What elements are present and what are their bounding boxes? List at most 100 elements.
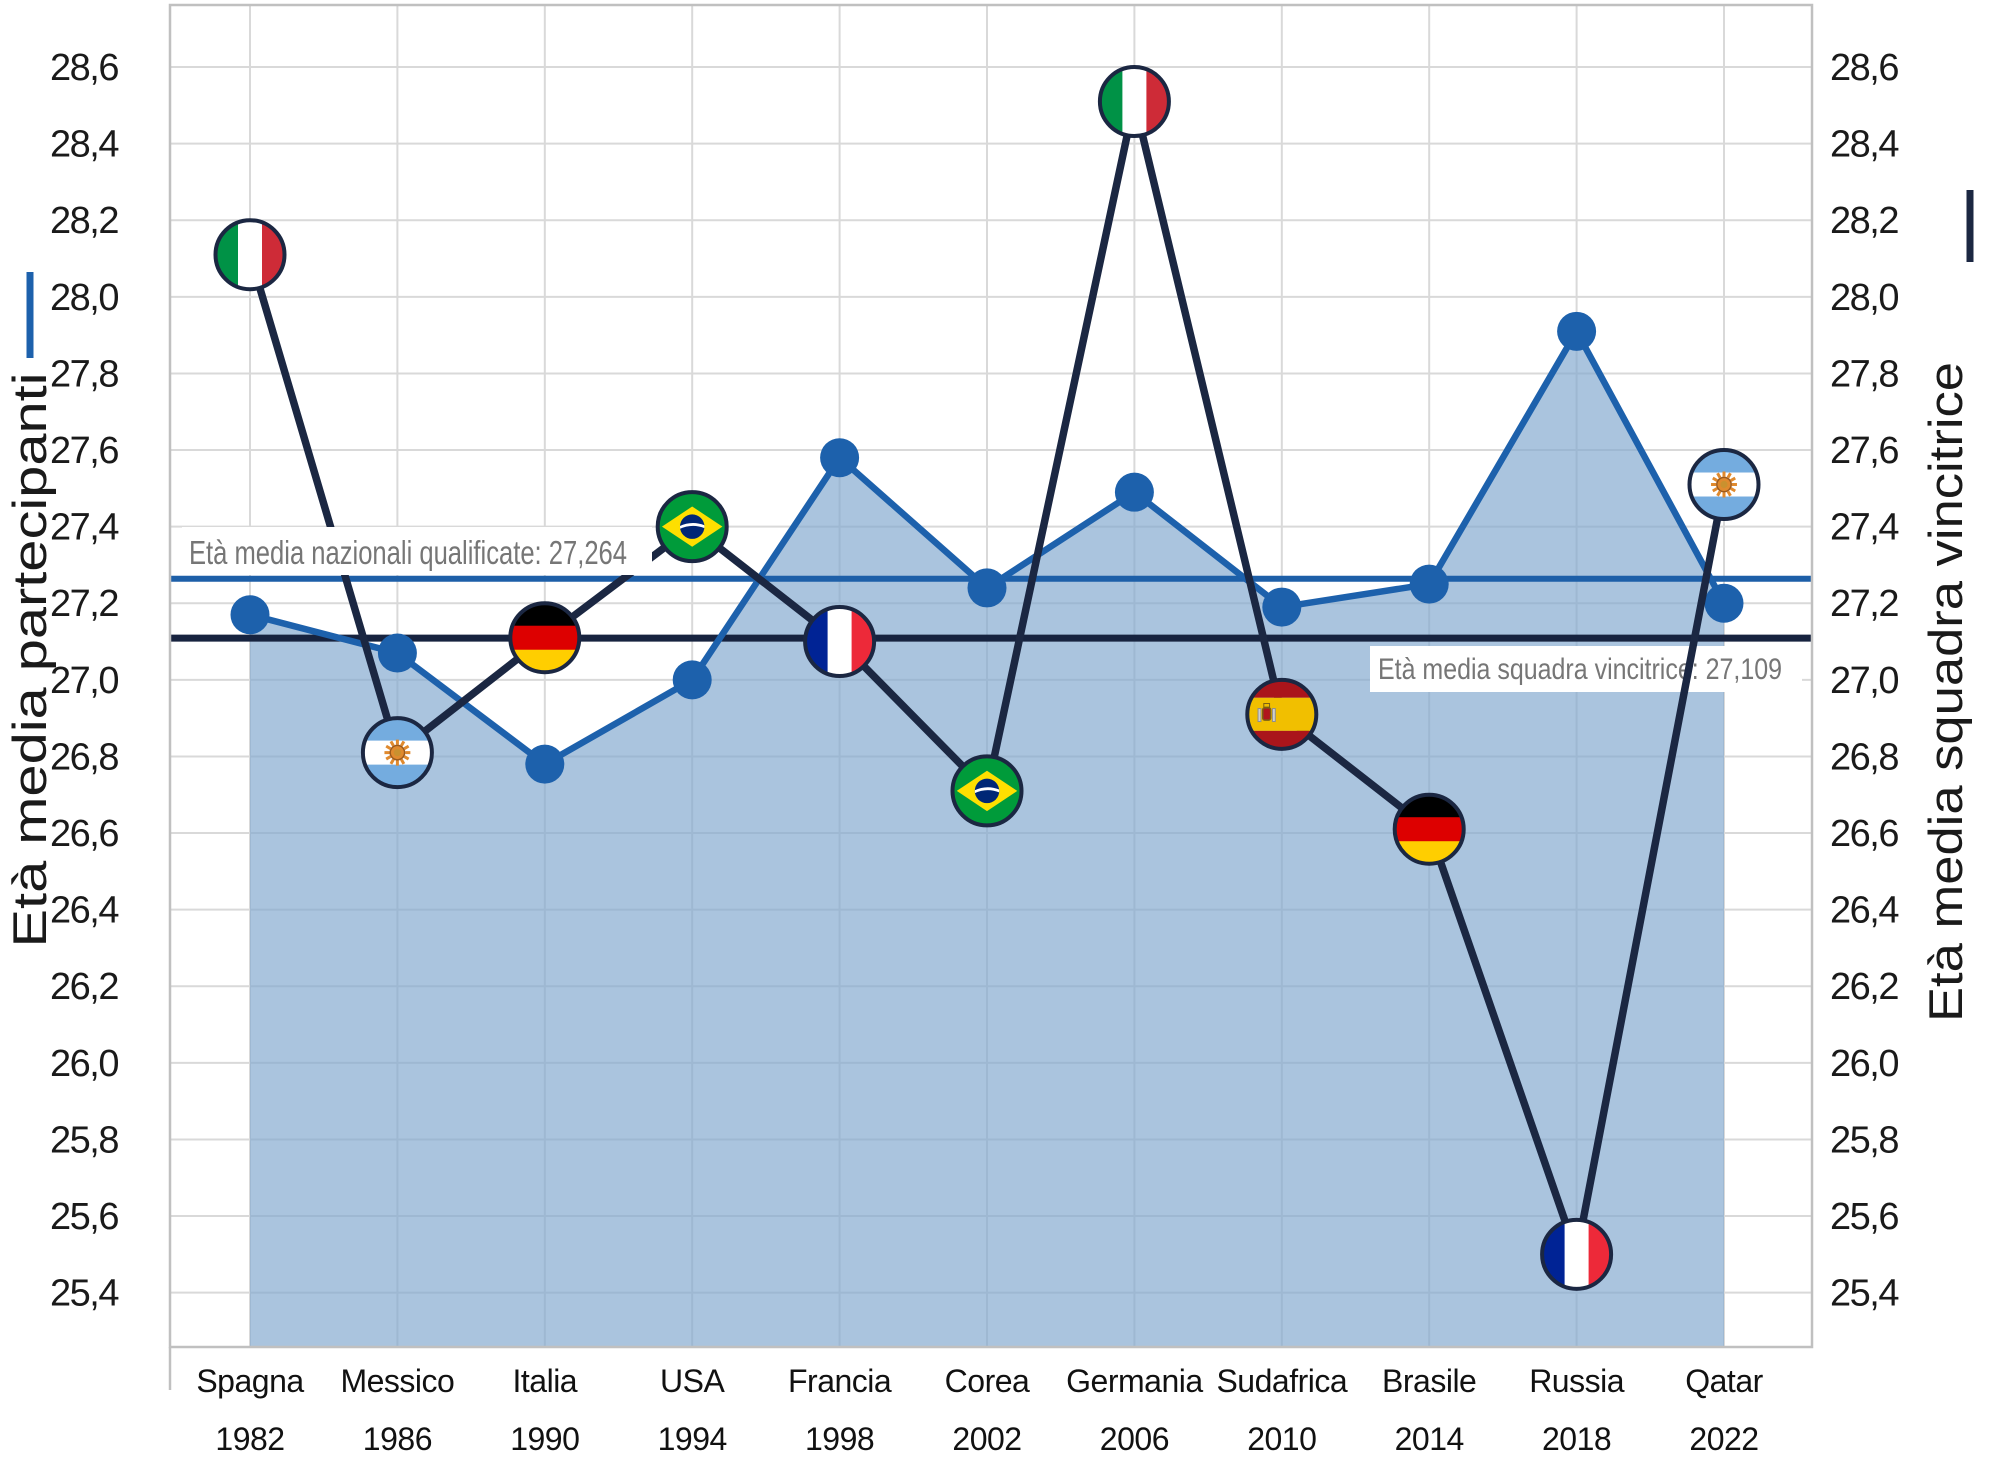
x-label-year: 1990 (510, 1421, 579, 1457)
y-tick-label-right: 28,0 (1830, 277, 1898, 319)
flag-ring (655, 490, 729, 564)
annotation-winners-mean: Età media squadra vincitrice: 27,109 (1370, 646, 1802, 692)
y-tick-label-left: 27,2 (50, 583, 118, 625)
y-tick-label-left: 25,4 (50, 1273, 119, 1315)
x-label-year: 1998 (805, 1421, 874, 1457)
y-tick-label-left: 28,0 (50, 277, 118, 319)
participants-point-1990 (525, 744, 565, 784)
x-label-year: 2006 (1100, 1421, 1169, 1457)
flag-marker-germany-2014 (1392, 792, 1466, 866)
flag-marker-spain-2010 (1245, 677, 1319, 751)
x-label-year: 2022 (1689, 1421, 1758, 1457)
axes: Età media partecipanti Età media squadra… (3, 3, 1974, 1457)
x-label-year: 2014 (1395, 1421, 1464, 1457)
flag-marker-argentina-2022 (1687, 448, 1761, 522)
x-axis-labels: Spagna 1982 Messico 1986 Italia 1990 USA 1994 Fr… (196, 1363, 1764, 1457)
flag-marker-germany-1990 (508, 601, 582, 675)
flag-ring (360, 716, 434, 790)
y-tick-label-right: 28,6 (1830, 47, 1898, 89)
y-tick-label-right: 27,0 (1830, 660, 1898, 702)
x-label-year: 1994 (658, 1421, 727, 1457)
y-tick-label-right: 27,6 (1830, 430, 1898, 472)
flag-ring (950, 754, 1024, 828)
x-label-year: 2010 (1247, 1421, 1316, 1457)
flag-marker-france-1998 (803, 605, 877, 679)
flag-marker-brazil-1994 (655, 490, 729, 564)
y-axis-left-ticks: 28,6 28,4 28,2 28,0 27,8 27,6 27,4 27,2 27,0 26,8… (50, 47, 121, 1315)
participants-point-2018 (1557, 311, 1597, 351)
y-tick-label-right: 28,4 (1830, 124, 1899, 166)
y-tick-label-right: 25,6 (1830, 1196, 1898, 1238)
x-label-host: Brasile (1382, 1363, 1476, 1399)
participants-point-1994 (672, 660, 712, 700)
y-tick-label-right: 26,2 (1830, 966, 1898, 1008)
participants-point-2002 (967, 568, 1007, 608)
y-tick-label-right: 26,6 (1830, 813, 1898, 855)
annotation-participants-mean: Età media nazionali qualificate: 27,264 (182, 527, 652, 575)
left-axis-title: Età media partecipanti (3, 373, 56, 948)
y-tick-label-right: 28,2 (1830, 200, 1898, 242)
y-tick-label-right: 26,8 (1830, 736, 1898, 778)
annotation-winners-mean-label: Età media squadra vincitrice: 27,109 (1378, 653, 1782, 686)
flag-ring (1097, 65, 1171, 139)
participants-point-2010 (1262, 587, 1302, 627)
winners-series (213, 65, 1761, 1291)
x-label-host: Francia (788, 1363, 892, 1399)
y-tick-label-left: 28,6 (50, 47, 118, 89)
participants-series (230, 311, 1744, 784)
x-label-year: 2018 (1542, 1421, 1611, 1457)
x-label-host: Germania (1066, 1363, 1203, 1399)
flag-marker-italy-2006 (1097, 65, 1171, 139)
flag-ring (803, 605, 877, 679)
x-label-host: USA (660, 1363, 725, 1399)
y-tick-label-left: 28,2 (50, 200, 118, 242)
y-tick-label-left: 27,4 (50, 507, 119, 549)
annotation-participants-mean-bg (182, 527, 652, 575)
flag-marker-italy-1982 (213, 218, 287, 292)
y-tick-label-left: 26,2 (50, 966, 118, 1008)
x-label-host: Messico (340, 1363, 454, 1399)
flag-marker-france-2018 (1540, 1217, 1614, 1291)
x-label-host: Italia (513, 1363, 578, 1399)
y-tick-label-left: 26,0 (50, 1043, 118, 1085)
y-tick-label-right: 26,4 (1830, 890, 1899, 932)
y-tick-label-right: 26,0 (1830, 1043, 1898, 1085)
y-tick-label-right: 27,8 (1830, 353, 1898, 395)
flag-ring (213, 218, 287, 292)
annotation-participants-mean-label: Età media nazionali qualificate: 27,264 (189, 534, 627, 571)
flag-ring (1392, 792, 1466, 866)
participants-point-1998 (820, 438, 860, 478)
flag-ring (1245, 677, 1319, 751)
participants-point-2006 (1114, 472, 1154, 512)
participants-area (250, 331, 1724, 1347)
y-axis-right-ticks: 28,6 28,4 28,2 28,0 27,8 27,6 27,4 27,2 27,0 26,8… (1830, 47, 1901, 1315)
x-label-host: Spagna (196, 1363, 304, 1399)
y-tick-label-right: 27,4 (1830, 507, 1899, 549)
y-tick-label-right: 25,8 (1830, 1119, 1898, 1161)
flag-ring (1540, 1217, 1614, 1291)
participants-point-2014 (1409, 564, 1449, 604)
y-tick-label-left: 25,8 (50, 1119, 118, 1161)
y-tick-label-left: 27,8 (50, 353, 118, 395)
x-label-year: 2002 (952, 1421, 1021, 1457)
y-tick-label-left: 26,4 (50, 890, 119, 932)
y-tick-label-left: 26,6 (50, 813, 118, 855)
x-label-year: 1986 (363, 1421, 432, 1457)
x-label-host: Russia (1529, 1363, 1625, 1399)
y-tick-label-left: 27,6 (50, 430, 118, 472)
x-label-host: Qatar (1685, 1363, 1763, 1399)
x-label-host: Sudafrica (1216, 1363, 1347, 1399)
y-tick-label-right: 25,4 (1830, 1273, 1899, 1315)
y-tick-label-left: 26,8 (50, 736, 118, 778)
annotation-winners-mean-bg (1370, 646, 1802, 692)
plot-border (168, 3, 1814, 1349)
participants-area-fill (250, 331, 1724, 1347)
flag-ring (508, 601, 582, 675)
y-tick-label-left: 27,0 (50, 660, 118, 702)
x-label-host: Corea (945, 1363, 1030, 1399)
x-label-year: 1982 (215, 1421, 284, 1457)
y-tick-label-left: 28,4 (50, 124, 119, 166)
participants-point-1982 (230, 595, 270, 635)
